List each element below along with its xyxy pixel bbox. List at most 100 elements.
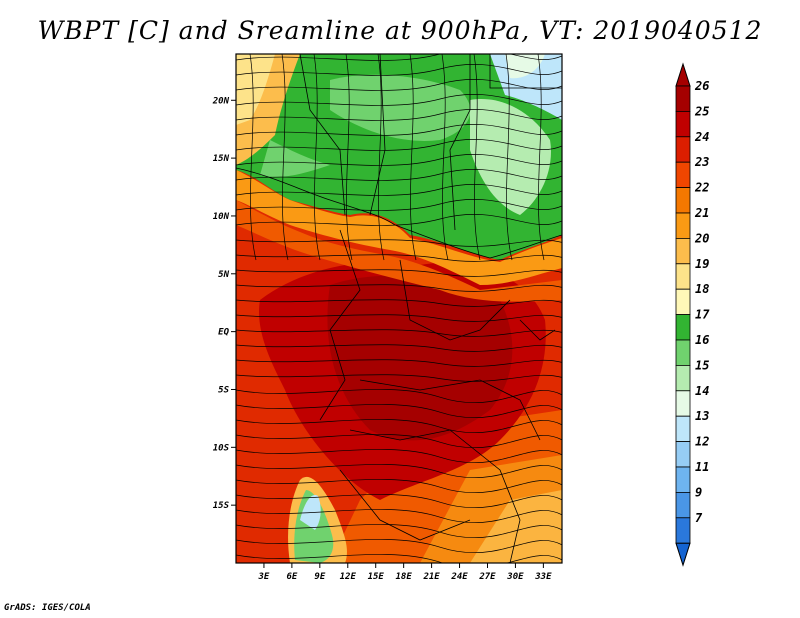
wbpt-field-northeast-14 xyxy=(505,54,545,79)
colorbar-swatch xyxy=(675,491,691,519)
streamline xyxy=(236,94,562,106)
colorbar-swatch xyxy=(675,136,691,163)
lat-tick-label: 10S xyxy=(213,443,230,453)
streamline xyxy=(236,169,562,181)
streamline xyxy=(473,54,481,261)
lon-tick-label: 12E xyxy=(340,572,357,582)
streamline xyxy=(236,54,562,61)
colorbar-swatch xyxy=(675,288,691,316)
wbpt-band-north-23 xyxy=(236,200,562,302)
colorbar-swatch xyxy=(675,237,691,265)
streamline xyxy=(236,299,562,307)
streamline xyxy=(236,419,562,434)
colorbar-swatch xyxy=(675,415,691,443)
streamline xyxy=(236,79,562,91)
lon-tick-label: 15E xyxy=(368,572,385,582)
streamlines xyxy=(236,54,562,563)
streamline xyxy=(236,154,562,166)
streamline xyxy=(249,54,257,261)
streamline xyxy=(236,344,562,352)
streamline xyxy=(236,184,562,196)
colorbar-label: 9 xyxy=(695,485,702,499)
streamline xyxy=(236,509,562,524)
lon-tick-label: 33E xyxy=(534,572,552,582)
wbpt-field-north-16 xyxy=(260,140,330,177)
colorbar-swatch xyxy=(675,263,691,290)
chart-title: WBPT [C] and Sreamline at 900hPa, VT: 20… xyxy=(37,16,763,45)
streamline xyxy=(409,54,417,261)
colorbar-label: 24 xyxy=(694,130,709,144)
colorbar-swatch xyxy=(675,517,691,544)
streamline xyxy=(236,374,562,382)
streamline xyxy=(441,54,449,261)
lat-tick-label: EQ xyxy=(218,328,229,338)
colorbar-swatch xyxy=(675,364,691,392)
streamline xyxy=(236,524,562,539)
colorbar-label: 17 xyxy=(695,308,710,322)
latitude-axis: 20N 15N 10N 5N EQ 5S 10S 15S xyxy=(212,96,236,511)
colorbar-swatch xyxy=(675,466,691,493)
streamline xyxy=(236,214,562,226)
streamline xyxy=(236,314,562,322)
streamline xyxy=(236,494,562,509)
longitude-axis: 3E 6E 9E 12E 15E 18E 21E 24E 27E 30E 33E xyxy=(258,563,552,582)
lat-tick-label: 15S xyxy=(213,501,230,511)
map-frame xyxy=(235,53,563,564)
streamline xyxy=(313,54,321,261)
colorbar-swatch xyxy=(675,85,691,112)
colorbar-label: 20 xyxy=(694,231,709,245)
lon-tick-label: 6E xyxy=(286,572,297,582)
streamline xyxy=(236,254,562,262)
streamline xyxy=(236,284,562,292)
wbpt-field-southeast-3 xyxy=(470,490,562,563)
streamline xyxy=(377,54,385,261)
colorbar-swatch xyxy=(675,339,691,366)
streamline xyxy=(236,449,562,464)
colorbar-swatch xyxy=(675,161,691,188)
colorbar-label: 13 xyxy=(695,409,709,423)
streamline xyxy=(505,54,513,261)
lat-tick-label: 5S xyxy=(218,385,229,395)
streamline xyxy=(236,359,562,367)
grads-credit: GrADS: IGES/COLA xyxy=(4,603,91,613)
wbpt-field-northeast-15 xyxy=(470,99,551,215)
streamline xyxy=(236,539,562,554)
streamline xyxy=(236,199,562,211)
lon-tick-label: 21E xyxy=(422,572,440,582)
colorbar-swatch xyxy=(675,212,691,239)
colorbar-label: 14 xyxy=(695,384,709,398)
colorbar-label: 12 xyxy=(695,435,709,449)
lon-tick-label: 27E xyxy=(478,572,496,582)
colorbar-swatch xyxy=(675,314,691,341)
colorbar-swatch xyxy=(675,187,691,214)
colorbar: 26 25 24 23 22 21 20 19 18 17 16 15 14 13 12 11 9 7 xyxy=(675,62,710,567)
colorbar-top-arrow xyxy=(675,62,691,87)
wbpt-field-north-16b xyxy=(330,74,471,141)
streamline xyxy=(236,554,562,563)
streamline xyxy=(236,139,562,151)
lat-tick-label: 15N xyxy=(213,154,230,164)
colorbar-label: 16 xyxy=(695,333,709,347)
colorbar-label: 19 xyxy=(695,257,709,271)
streamline xyxy=(537,54,545,261)
streamline xyxy=(236,124,562,136)
colorbar-swatch xyxy=(675,441,691,468)
wbpt-map xyxy=(236,54,562,563)
colorbar-swatch xyxy=(675,111,691,138)
streamline xyxy=(236,64,562,76)
colorbar-label: 22 xyxy=(694,181,709,195)
colorbar-bottom-arrow xyxy=(675,542,691,567)
colorbar-label: 21 xyxy=(694,206,709,220)
streamline xyxy=(236,464,562,479)
streamline xyxy=(345,54,353,261)
colorbar-label: 25 xyxy=(694,104,709,118)
streamline xyxy=(236,109,562,121)
colorbar-label: 18 xyxy=(695,282,709,296)
streamline xyxy=(236,329,562,337)
streamline xyxy=(236,434,562,449)
wbpt-core-26 xyxy=(327,275,513,441)
lat-tick-label: 10N xyxy=(213,212,230,222)
colorbar-label: 23 xyxy=(694,155,709,169)
lon-tick-label: 18E xyxy=(396,572,413,582)
